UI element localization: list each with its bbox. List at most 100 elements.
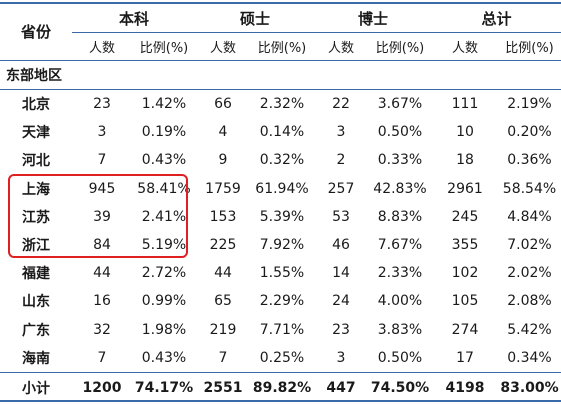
- count-cell: 44: [93, 265, 111, 281]
- count-cell: 257: [327, 181, 355, 197]
- count-cell: 219: [209, 322, 237, 338]
- highlight-box: [8, 174, 188, 258]
- province-name: 河北: [22, 153, 50, 169]
- count-cell: 355: [451, 237, 479, 253]
- ratio-cell: 2.29%: [259, 293, 305, 309]
- header-group-total: 总计: [481, 9, 512, 28]
- header-bottom-rule: [0, 60, 561, 61]
- count-cell: 153: [209, 209, 237, 225]
- count-cell: 10: [456, 124, 474, 140]
- count-cell: 23: [93, 96, 111, 112]
- ratio-cell: 2.33%: [377, 265, 423, 281]
- ratio-cell: 0.34%: [507, 350, 552, 366]
- ratio-cell: 0.43%: [141, 350, 187, 366]
- ratio-cell: 3.83%: [377, 322, 423, 338]
- total-rule: [0, 372, 561, 373]
- ratio-cell: 61.94%: [255, 181, 309, 197]
- province-name: 上海: [22, 182, 50, 198]
- ratio-cell: 7.67%: [377, 237, 423, 253]
- count-cell: 9: [218, 152, 228, 168]
- total-cell: 83.00%: [500, 380, 559, 396]
- province-name: 浙江: [22, 238, 50, 254]
- total-cell: 74.17%: [134, 380, 194, 396]
- total-cell: 4198: [445, 380, 485, 396]
- count-cell: 111: [451, 96, 479, 112]
- ratio-cell: 1.98%: [141, 322, 187, 338]
- count-cell: 4: [218, 124, 228, 140]
- province-name: 北京: [22, 97, 50, 113]
- ratio-cell: 0.14%: [259, 124, 305, 140]
- ratio-cell: 2.41%: [141, 209, 187, 225]
- ratio-cell: 2.32%: [259, 96, 305, 112]
- header-count-total: 人数: [451, 40, 478, 56]
- province-name: 江苏: [22, 210, 50, 226]
- count-cell: 945: [88, 181, 116, 197]
- count-cell: 44: [214, 265, 232, 281]
- header-group-doctor: 博士: [357, 9, 388, 28]
- count-cell: 16: [93, 293, 111, 309]
- count-cell: 3: [336, 350, 346, 366]
- count-cell: 3: [97, 124, 107, 140]
- count-cell: 7: [97, 152, 107, 168]
- ratio-cell: 0.33%: [377, 152, 423, 168]
- total-label: 小计: [22, 381, 50, 397]
- header-count-bachelor: 人数: [88, 40, 115, 56]
- count-cell: 274: [451, 322, 479, 338]
- ratio-cell: 1.42%: [141, 96, 187, 112]
- count-cell: 18: [456, 152, 474, 168]
- header-ratio-doctor: 比例(%): [375, 40, 425, 56]
- ratio-cell: 0.99%: [141, 293, 187, 309]
- ratio-cell: 42.83%: [373, 181, 427, 197]
- ratio-cell: 7.92%: [259, 237, 305, 253]
- count-cell: 225: [209, 237, 237, 253]
- table-bottom-rule: [0, 400, 561, 402]
- region-rule: [0, 89, 561, 90]
- header-group-master: 硕士: [239, 9, 270, 28]
- total-cell: 1200: [82, 380, 122, 396]
- header-ratio-bachelor: 比例(%): [139, 40, 189, 56]
- count-cell: 245: [451, 209, 479, 225]
- region-label: 东部地区: [6, 68, 62, 84]
- header-province: 省份: [20, 22, 51, 41]
- header-sub-rule: [72, 32, 561, 33]
- ratio-cell: 0.19%: [141, 124, 187, 140]
- ratio-cell: 58.54%: [502, 181, 557, 197]
- ratio-cell: 5.42%: [507, 322, 552, 338]
- count-cell: 53: [332, 209, 350, 225]
- province-name: 海南: [22, 351, 50, 367]
- ratio-cell: 0.43%: [141, 152, 187, 168]
- ratio-cell: 7.71%: [259, 322, 305, 338]
- total-cell: 89.82%: [252, 380, 312, 396]
- province-name: 福建: [22, 266, 50, 282]
- province-name: 天津: [22, 125, 50, 141]
- count-cell: 84: [93, 237, 111, 253]
- ratio-cell: 0.36%: [507, 152, 552, 168]
- table-top-rule: [0, 2, 561, 4]
- total-cell: 447: [326, 380, 356, 396]
- count-cell: 17: [456, 350, 474, 366]
- ratio-cell: 2.19%: [507, 96, 552, 112]
- province-name: 山东: [22, 294, 50, 310]
- province-name: 广东: [22, 323, 50, 339]
- count-cell: 22: [332, 96, 350, 112]
- ratio-cell: 2.02%: [507, 265, 552, 281]
- count-cell: 23: [332, 322, 350, 338]
- ratio-cell: 3.67%: [377, 96, 423, 112]
- count-cell: 2961: [447, 181, 483, 197]
- ratio-cell: 2.08%: [507, 293, 552, 309]
- ratio-cell: 0.25%: [259, 350, 305, 366]
- count-cell: 32: [93, 322, 111, 338]
- count-cell: 7: [218, 350, 228, 366]
- ratio-cell: 0.20%: [507, 124, 552, 140]
- ratio-cell: 5.39%: [259, 209, 305, 225]
- ratio-cell: 0.50%: [377, 350, 423, 366]
- count-cell: 105: [451, 293, 479, 309]
- ratio-cell: 4.00%: [377, 293, 423, 309]
- count-cell: 65: [214, 293, 232, 309]
- ratio-cell: 2.72%: [141, 265, 187, 281]
- header-ratio-total: 比例(%): [505, 40, 554, 56]
- count-cell: 39: [93, 209, 111, 225]
- count-cell: 1759: [205, 181, 241, 197]
- count-cell: 46: [332, 237, 350, 253]
